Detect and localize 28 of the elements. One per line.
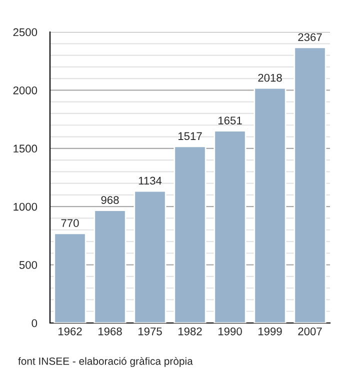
bar: [134, 190, 166, 323]
bar: [174, 146, 206, 323]
bar: [294, 46, 326, 323]
text: font INSEE - elaboració gràfica pròpia: [18, 357, 193, 367]
bar: [254, 87, 286, 323]
x-tick-label: 1975: [138, 327, 162, 336]
data-label: 2367: [298, 33, 322, 42]
bar: [214, 130, 246, 323]
x-tick-label: 1990: [218, 327, 242, 336]
data-label: 1517: [178, 132, 202, 140]
bar: [94, 210, 126, 323]
x-tick-label: 2007: [298, 327, 322, 336]
y-tick-label: 500: [19, 261, 38, 269]
x-tick-label: 1999: [258, 327, 282, 336]
x-tick-label: 1962: [58, 327, 82, 336]
y-tick-label: 2500: [13, 28, 38, 36]
data-label: 1134: [138, 176, 162, 185]
y-tick-label: 1000: [14, 202, 38, 211]
y-tick-label: 0: [32, 319, 38, 328]
data-label: 1651: [218, 116, 242, 124]
data-label: 2018: [258, 74, 282, 82]
x-tick-label: 1982: [178, 327, 202, 336]
x-tick-label: 1968: [98, 327, 122, 336]
y-tick-label: 2000: [13, 86, 38, 94]
data-label: 968: [101, 196, 119, 204]
data-label: 770: [61, 219, 79, 228]
y-tick-label: 1500: [14, 144, 38, 153]
bar: [54, 232, 86, 323]
